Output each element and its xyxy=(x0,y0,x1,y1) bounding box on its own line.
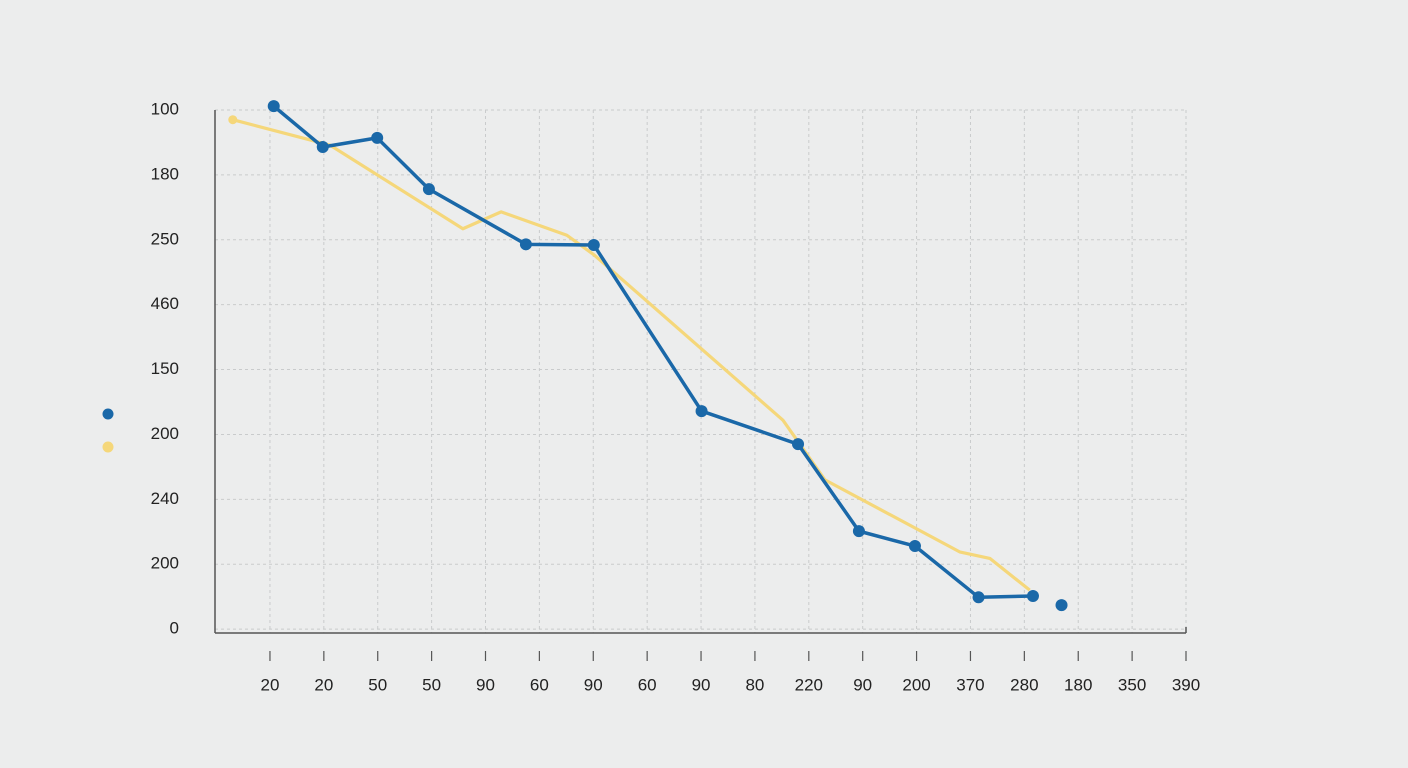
y-tick-label: 100 xyxy=(151,99,179,118)
data-point xyxy=(267,100,280,113)
x-tick-label: 90 xyxy=(692,675,711,694)
data-point xyxy=(519,238,532,251)
series-line xyxy=(272,104,1034,600)
x-tick-label: 60 xyxy=(638,675,657,694)
x-tick-label: 20 xyxy=(314,675,333,694)
data-point xyxy=(371,131,384,144)
x-tick-label: 350 xyxy=(1118,675,1146,694)
x-tick-label: 50 xyxy=(368,675,387,694)
x-tick-label: 20 xyxy=(261,675,280,694)
x-tick-label: 50 xyxy=(422,675,441,694)
y-tick-label: 200 xyxy=(151,424,179,443)
x-tick-label: 80 xyxy=(745,675,764,694)
data-point xyxy=(228,115,238,125)
y-tick-label: 0 xyxy=(170,619,179,638)
data-point xyxy=(695,405,708,418)
y-tick-label: 150 xyxy=(151,359,179,378)
x-tick-label: 280 xyxy=(1010,675,1038,694)
legend-swatch xyxy=(102,441,114,453)
data-point xyxy=(852,525,865,538)
data-point xyxy=(587,238,600,251)
data-point xyxy=(1026,590,1039,603)
legend-swatch xyxy=(102,408,114,420)
x-tick-label: 90 xyxy=(476,675,495,694)
x-tick-label: 370 xyxy=(956,675,984,694)
x-tick-label: 390 xyxy=(1172,675,1200,694)
y-tick-label: 250 xyxy=(151,229,179,248)
y-tick-label: 180 xyxy=(151,164,179,183)
x-tick-label: 60 xyxy=(530,675,549,694)
x-tick-label: 200 xyxy=(902,675,930,694)
data-point xyxy=(316,140,329,153)
data-point xyxy=(422,183,435,196)
y-tick-label: 240 xyxy=(151,489,179,508)
y-tick-label: 200 xyxy=(151,554,179,573)
x-tick-label: 220 xyxy=(795,675,823,694)
x-tick-label: 90 xyxy=(584,675,603,694)
y-tick-label: 460 xyxy=(151,294,179,313)
x-tick-label: 180 xyxy=(1064,675,1092,694)
data-point xyxy=(908,540,921,553)
data-point xyxy=(1055,599,1068,612)
data-point xyxy=(972,591,985,604)
series-line xyxy=(232,118,1031,592)
x-tick-label: 90 xyxy=(853,675,872,694)
data-point xyxy=(792,438,805,451)
